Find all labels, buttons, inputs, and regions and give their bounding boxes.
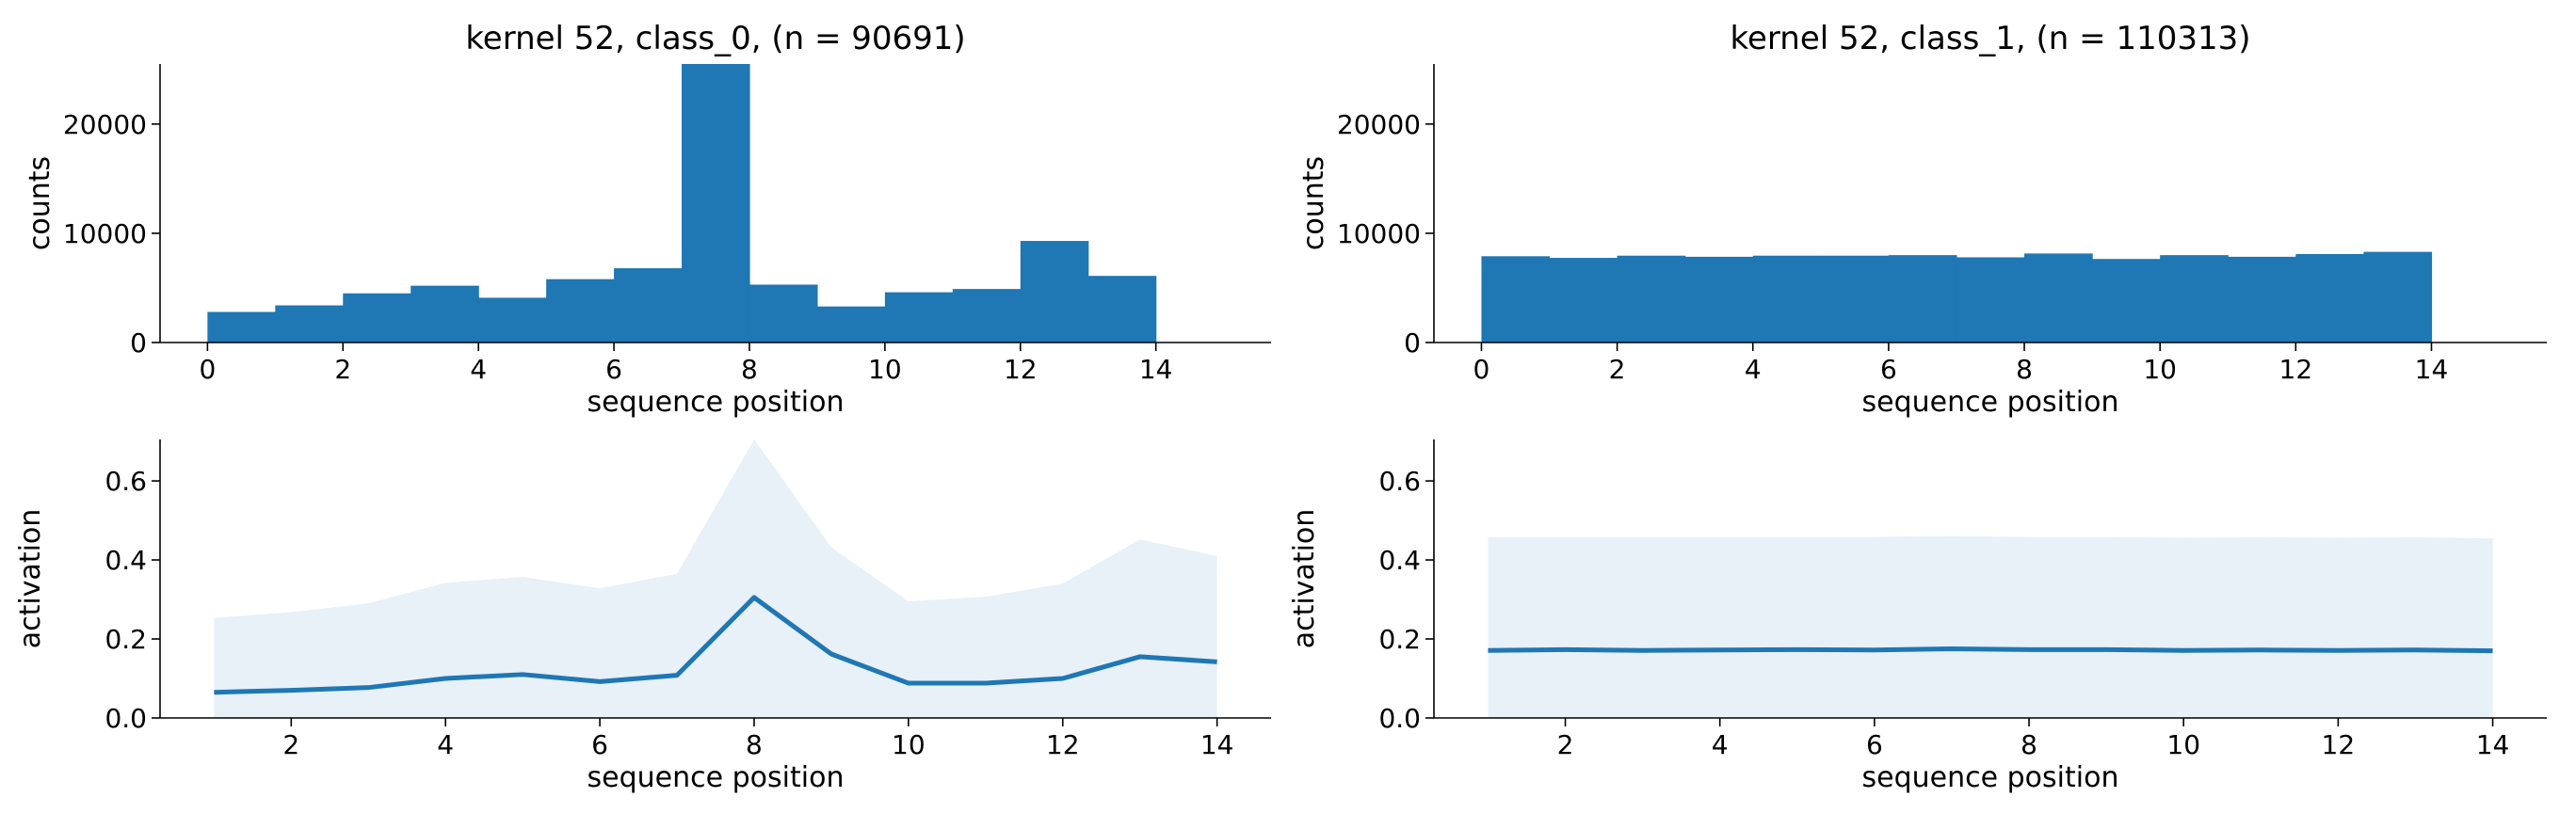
histogram-bar [1481,256,1551,343]
x-tick-label: 10 [2166,729,2200,760]
x-tick-label: 14 [1200,729,1234,760]
histogram-bar [2024,253,2093,343]
x-tick-label: 14 [2415,354,2449,385]
x-axis-label: sequence position [588,761,845,794]
histogram-bar [1087,276,1157,343]
activation-line [1488,646,2493,654]
x-tick-label: 8 [2021,729,2037,760]
histogram-bar [1888,255,1957,343]
x-tick-label: 10 [2143,354,2177,385]
line-class1-panel: 2 4 6 8 10 12 14 0.0 0.2 0.4 0.6 sequence position a… [1288,439,2547,794]
y-axis-label: activation [14,509,47,649]
x-tick-label: 6 [605,354,622,385]
x-tick-label: 10 [892,729,926,760]
chart-title: kernel 52, class_1, (n = 110313) [1731,20,2251,57]
x-tick-label: 12 [1046,729,1080,760]
histogram-bar [1820,255,1890,343]
histogram-bar [1956,257,2025,343]
y-tick-label: 0 [1404,327,1421,359]
histogram-bar [2160,255,2229,343]
x-axis-label: sequence position [1862,761,2119,794]
x-axis-label: sequence position [588,386,845,419]
histogram-bar [207,311,276,343]
y-tick-label: 10000 [1337,218,1421,249]
x-tick-label: 2 [1609,354,1626,385]
x-tick-label: 0 [199,354,216,385]
y-tick-label: 0.6 [105,466,147,497]
x-tick-label: 12 [2322,729,2356,760]
histogram-bar [2363,251,2433,343]
histogram-bar [411,285,479,343]
x-tick-label: 2 [282,729,299,760]
histogram-bar [2295,253,2365,343]
x-tick-label: 4 [437,729,454,760]
x-tick-label: 14 [1139,354,1173,385]
histogram-bar [682,64,750,343]
y-axis-label: activation [1288,509,1321,649]
x-tick-label: 6 [1866,729,1883,760]
y-tick-label: 0.6 [1378,466,1421,497]
histogram-bar [478,297,547,343]
hist-class0-panel: 0 2 4 6 8 10 12 14 0 10000 20000 sequence position c… [24,20,1271,419]
y-tick-label: 0.2 [1378,624,1421,655]
x-axis-label: sequence position [1862,386,2119,419]
x-tick-label: 2 [334,354,351,385]
y-tick-label: 0.4 [105,545,147,576]
histogram-bar [343,293,411,343]
x-tick-label: 4 [1712,729,1729,760]
x-tick-label: 4 [470,354,487,385]
x-tick-label: 8 [2016,354,2033,385]
histogram-bar [884,292,954,343]
x-tick-label: 6 [1880,354,1897,385]
y-tick-label: 0.0 [105,703,147,734]
y-tick-label: 20000 [1337,109,1421,140]
histogram-bar [816,306,886,343]
activation-band [1488,535,2493,718]
x-tick-label: 2 [1557,729,1574,760]
y-tick-label: 0 [130,327,147,359]
y-tick-label: 0.0 [1378,703,1421,734]
x-tick-label: 14 [2476,729,2510,760]
x-tick-label: 8 [746,729,763,760]
activation-line [214,595,1217,695]
y-axis-label: counts [24,156,56,250]
y-tick-label: 0.4 [1378,545,1421,576]
histogram-bar [2092,259,2161,343]
activation-band [214,439,1217,718]
histogram-bar [749,284,818,343]
histogram-bar [275,305,344,343]
x-tick-label: 10 [868,354,902,385]
x-tick-label: 8 [741,354,758,385]
histogram-bar [2228,256,2296,343]
y-tick-label: 0.2 [105,624,147,655]
x-tick-label: 6 [591,729,608,760]
histogram-bar [1617,255,1686,343]
chart-title: kernel 52, class_0, (n = 90691) [465,20,965,57]
histogram-bar [614,268,683,343]
y-axis-label: counts [1297,156,1330,250]
y-tick-label: 20000 [63,109,147,140]
x-tick-label: 4 [1745,354,1762,385]
histogram-bar [952,289,1022,343]
line-class0-panel: 2 4 6 8 10 12 14 0.0 0.2 0.4 0.6 sequence position a… [14,439,1271,794]
y-tick-label: 10000 [63,218,147,249]
x-tick-label: 12 [2279,354,2313,385]
histogram-bar [1549,258,1618,343]
histogram-bar [1020,241,1089,343]
histogram-bar [1684,256,1754,343]
histogram-bar [546,279,615,343]
hist-class1-panel: 0 2 4 6 8 10 12 14 0 10000 20000 sequence position c… [1297,20,2547,419]
x-tick-label: 12 [1004,354,1038,385]
x-tick-label: 0 [1473,354,1490,385]
histogram-bar [1752,255,1822,343]
